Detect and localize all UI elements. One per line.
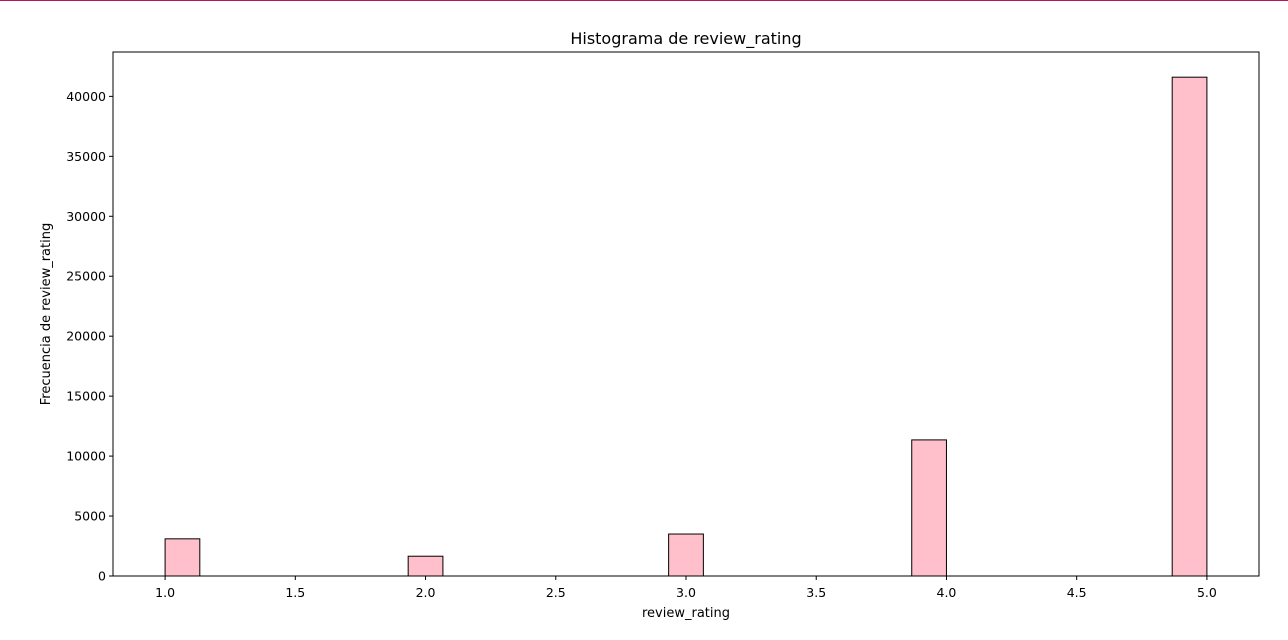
y-tick-label: 35000 bbox=[66, 149, 106, 164]
chart-title: Histograma de review_rating bbox=[570, 29, 801, 49]
x-tick-label: 1.5 bbox=[285, 585, 305, 600]
x-tick-label: 1.0 bbox=[155, 585, 175, 600]
y-tick-label: 15000 bbox=[66, 389, 106, 404]
x-tick-label: 2.5 bbox=[546, 585, 566, 600]
histogram-bar-1 bbox=[164, 538, 201, 577]
x-tick-label: 4.0 bbox=[937, 585, 957, 600]
x-tick-label: 3.5 bbox=[806, 585, 826, 600]
x-tick-label: 2.0 bbox=[416, 585, 436, 600]
y-tick-label: 20000 bbox=[66, 329, 106, 344]
x-axis-label: review_rating bbox=[642, 606, 730, 621]
y-tick-label: 30000 bbox=[66, 209, 106, 224]
y-tick-label: 5000 bbox=[74, 509, 106, 524]
histogram-bar-5 bbox=[1171, 76, 1208, 577]
y-tick-label: 10000 bbox=[66, 449, 106, 464]
x-tick-label: 3.0 bbox=[676, 585, 696, 600]
y-axis-ticks: 0 5000 10000 15000 20000 25000 30000 35000 40000 bbox=[66, 89, 113, 584]
y-axis-label: Frecuencia de review_rating bbox=[39, 223, 54, 405]
x-tick-label: 5.0 bbox=[1197, 585, 1217, 600]
x-tick-label: 4.5 bbox=[1067, 585, 1087, 600]
bars-group bbox=[164, 76, 1208, 577]
y-tick-label: 0 bbox=[98, 569, 106, 584]
histogram-bar-2 bbox=[407, 555, 444, 577]
plot-frame bbox=[112, 51, 1260, 577]
histogram-bar-3 bbox=[668, 533, 704, 577]
top-border-line bbox=[0, 0, 1288, 1]
histogram-bar-4 bbox=[911, 439, 947, 577]
y-tick-label: 40000 bbox=[66, 89, 106, 104]
y-tick-label: 25000 bbox=[66, 269, 106, 284]
x-axis-ticks: 1.0 1.5 2.0 2.5 3.0 3.5 4.0 4.5 5.0 bbox=[155, 576, 1217, 600]
